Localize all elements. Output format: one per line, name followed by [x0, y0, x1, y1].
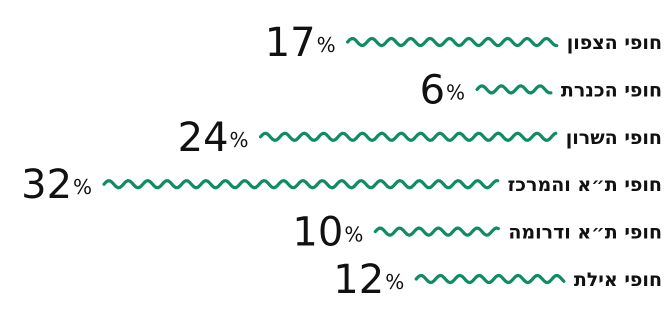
bar-1 [475, 84, 553, 95]
category-label-0: חופי הצפון [567, 32, 662, 54]
bar-4 [373, 226, 500, 237]
bar-5 [414, 273, 566, 285]
value-percent-sign-2: % [230, 128, 249, 152]
value-label-3: 32 [21, 162, 72, 208]
category-label-2: חופי השרון [566, 127, 662, 149]
value-percent-sign-1: % [446, 80, 465, 104]
value-percent-sign-5: % [385, 270, 404, 294]
value-percent-sign-0: % [317, 33, 336, 57]
value-label-5: 12 [333, 257, 384, 303]
value-label-2: 24 [178, 115, 229, 161]
bar-0 [346, 36, 559, 48]
category-label-4: חופי ת״א ודרומה [508, 222, 662, 244]
value-percent-sign-3: % [73, 175, 92, 199]
value-percent-sign-4: % [344, 223, 363, 247]
bar-2 [258, 131, 558, 142]
category-label-3: חופי ת״א והמרכז [508, 174, 662, 196]
bar-3 [102, 179, 500, 190]
category-label-5: חופי אילת [574, 269, 662, 291]
category-label-1: חופי הכנרת [561, 79, 662, 101]
value-label-4: 10 [292, 210, 343, 256]
value-label-0: 17 [265, 20, 316, 66]
value-label-1: 6 [420, 67, 445, 113]
